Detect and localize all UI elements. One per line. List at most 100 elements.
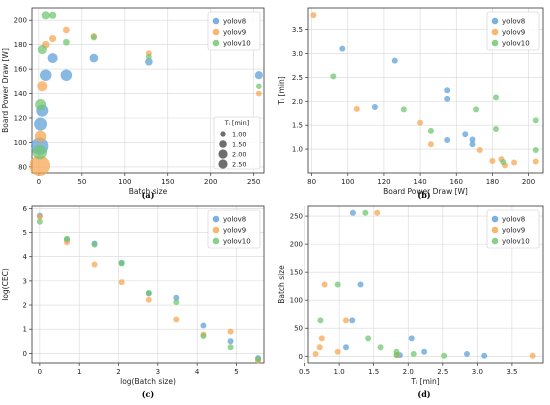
legend-label-yolov9: yolov9 — [502, 227, 525, 235]
legend-label-yolov10: yolov10 — [502, 238, 530, 246]
point-yolov10 — [410, 351, 417, 358]
chart-panel-4: 0.5 1.0 1.5 2.0 2.5 3.0 3.5 0 50 100 150 200 250 Tᵢ [… — [277, 205, 544, 399]
y-tick-label: 140 — [14, 90, 27, 98]
point-yolov9 — [118, 279, 125, 286]
x-tick-label: 1.5 — [368, 368, 379, 376]
legend-marker-yolov10 — [491, 237, 499, 245]
point-yolov9 — [321, 281, 328, 288]
point-yolov10 — [493, 126, 499, 132]
point-yolov10 — [362, 209, 369, 216]
legend-label-yolov8: yolov8 — [223, 18, 246, 26]
point-yolov8 — [481, 352, 488, 359]
legend-label-yolov10: yolov10 — [223, 238, 251, 246]
size-legend-label: 2.50 — [232, 160, 246, 168]
x-tick-label: 180 — [486, 178, 499, 186]
point-yolov9 — [353, 105, 360, 112]
y-tick-label: 2.5 — [292, 74, 303, 82]
point-yolov9 — [316, 344, 323, 351]
x-axis-label: Batch size — [129, 187, 168, 196]
point-yolov8 — [173, 294, 180, 301]
y-tick-label: 1.5 — [292, 122, 303, 130]
panel-label: (c) — [142, 389, 155, 399]
point-yolov9 — [374, 209, 381, 216]
y-tick-label: 2.0 — [292, 98, 303, 106]
legend-label-yolov10: yolov10 — [502, 40, 530, 48]
y-tick-label: 160 — [14, 66, 27, 74]
point-yolov10 — [145, 289, 152, 296]
y-tick-label: 0 — [23, 350, 27, 358]
legend-marker-yolov8 — [491, 17, 499, 25]
y-tick-label: 3.0 — [292, 50, 303, 58]
legend-marker-yolov10 — [491, 39, 499, 47]
size-legend-marker — [218, 159, 228, 169]
point-yolov8 — [47, 53, 58, 64]
point-yolov9 — [343, 317, 350, 324]
legend-label-yolov9: yolov9 — [223, 29, 246, 37]
legend-label-yolov8: yolov8 — [502, 216, 525, 224]
point-yolov10 — [365, 335, 372, 342]
grid — [32, 206, 264, 363]
point-yolov8 — [463, 351, 470, 358]
x-axis-label: Board Power Draw [W] — [383, 187, 468, 196]
point-yolov9 — [91, 261, 98, 268]
panel-label: (d) — [417, 389, 430, 399]
point-yolov8 — [349, 317, 356, 324]
y-tick-label: 250 — [290, 213, 303, 221]
y-tick-label: 100 — [14, 139, 27, 147]
x-tick-label: 250 — [247, 178, 260, 186]
point-yolov10 — [393, 348, 400, 355]
point-yolov8 — [227, 338, 234, 345]
point-yolov10 — [532, 117, 539, 124]
point-yolov8 — [371, 104, 378, 110]
size-legend-title: Tᵢ [min] — [224, 119, 250, 127]
point-yolov10 — [32, 145, 47, 160]
y-tick-label: 150 — [290, 269, 303, 277]
point-yolov8 — [408, 335, 415, 342]
x-tick-label: 50 — [77, 178, 86, 186]
size-legend-marker — [218, 149, 228, 159]
point-yolov9 — [318, 335, 325, 342]
point-yolov10 — [441, 352, 448, 359]
y-tick-label: 120 — [14, 115, 27, 123]
plot-frame — [31, 205, 265, 364]
x-tick-label: 160 — [450, 178, 463, 186]
data-points — [312, 209, 536, 359]
point-yolov10 — [49, 11, 57, 19]
y-tick-label: 4 — [23, 253, 28, 261]
point-yolov10 — [173, 299, 180, 306]
x-tick-label: 200 — [522, 178, 535, 186]
point-yolov8 — [444, 137, 451, 143]
x-axis-label: Tᵢ [min] — [410, 377, 439, 386]
y-tick-label: 2 — [23, 302, 27, 310]
y-axis-label: log(CEC) — [1, 268, 10, 301]
legend-label-yolov9: yolov9 — [502, 29, 525, 37]
legend-label-yolov8: yolov8 — [502, 18, 525, 26]
legend-label-yolov10: yolov10 — [223, 40, 251, 48]
point-yolov9 — [49, 34, 57, 43]
point-yolov10 — [200, 332, 207, 339]
point-yolov9 — [476, 147, 483, 154]
chart-panel-2: 80 100 120 140 160 180 200 1.0 1.5 2.0 2.5 3.0 3.5 Bo… — [277, 7, 544, 200]
plot-frame — [31, 7, 265, 174]
x-tick-label: 80 — [307, 178, 316, 186]
legend-label-yolov8: yolov8 — [223, 216, 246, 224]
y-axis-label: Board Power Draw [W] — [1, 48, 10, 133]
legend-marker-yolov9 — [491, 226, 499, 234]
size-legend: Tᵢ [min] 1.00 1.50 2.00 2.50 — [213, 116, 261, 170]
point-yolov10 — [317, 317, 324, 324]
point-yolov10 — [400, 106, 407, 113]
x-tick-label: 150 — [161, 178, 174, 186]
y-tick-label: 200 — [290, 241, 303, 249]
plot-frame — [307, 7, 544, 174]
point-yolov9 — [511, 159, 518, 166]
point-yolov10 — [63, 38, 70, 46]
point-yolov8 — [391, 57, 398, 64]
point-yolov10 — [63, 235, 70, 242]
legend-box — [486, 11, 540, 51]
point-yolov10 — [255, 356, 262, 363]
x-tick-label: 100 — [341, 178, 354, 186]
y-tick-label: 100 — [290, 297, 303, 305]
point-yolov9 — [489, 158, 496, 165]
point-yolov8 — [60, 69, 73, 81]
x-tick-label: 0.5 — [299, 368, 310, 376]
